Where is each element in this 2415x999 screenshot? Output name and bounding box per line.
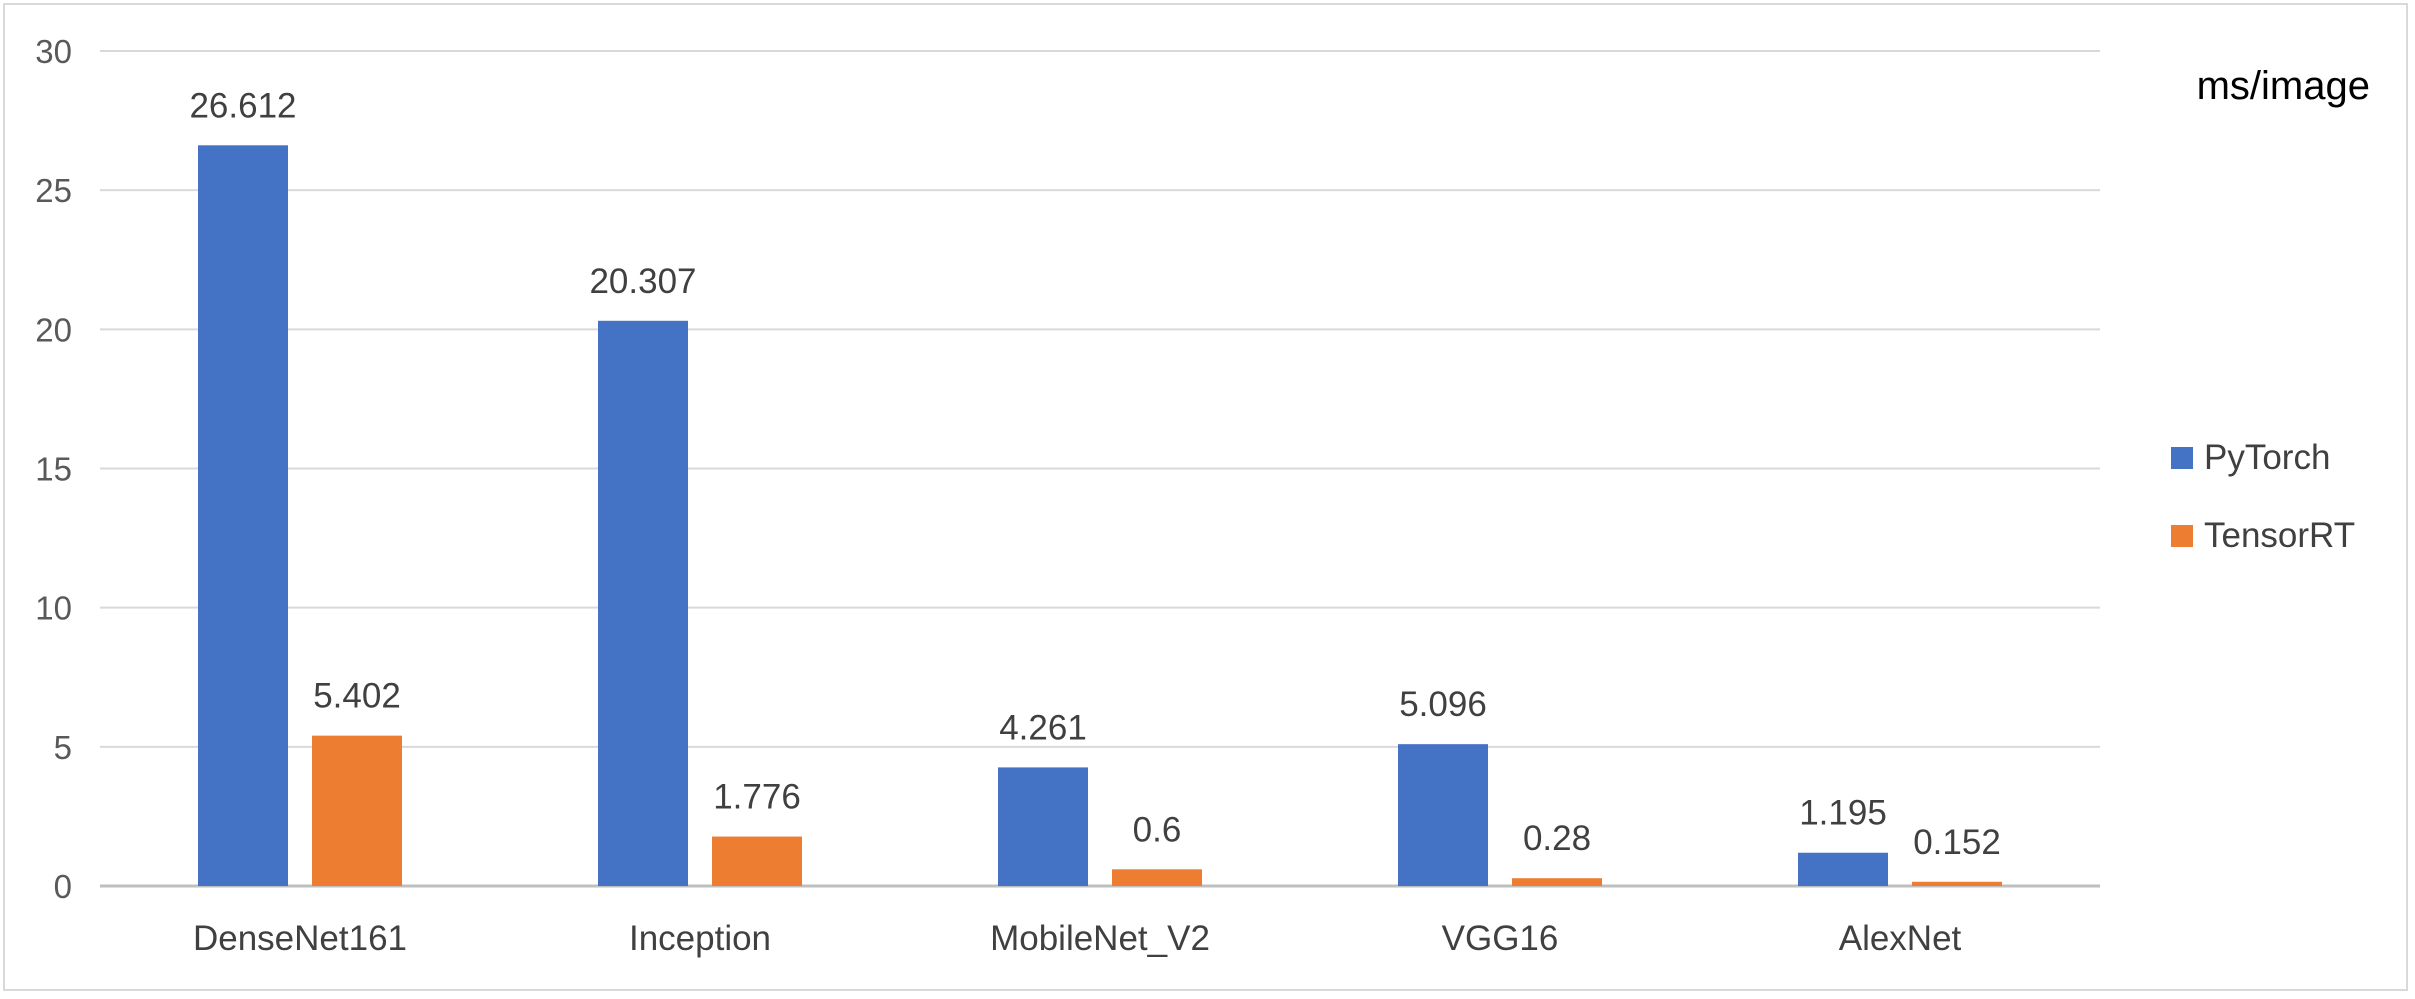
legend-swatch-pytorch [2171,447,2193,469]
y-tick-label: 0 [54,868,72,905]
gridlines [100,50,2100,888]
y-tick-label: 30 [35,33,72,70]
data-label: 1.776 [713,778,801,817]
data-label: 0.28 [1523,819,1591,858]
x-category-label: Inception [629,919,771,958]
unit-label: ms/image [2197,64,2370,108]
x-category-label: DenseNet161 [193,919,407,958]
y-tick-label: 5 [54,729,72,766]
bar-pytorch-mobilenet_v2 [998,767,1088,886]
data-label: 1.195 [1799,794,1887,833]
bar-tensorrt-densenet161 [312,735,402,886]
data-label: 26.612 [189,86,296,125]
bar-tensorrt-mobilenet_v2 [1112,869,1202,886]
x-axis-categories: DenseNet161 Inception MobileNet_V2 VGG16 Ale… [193,919,1962,958]
x-category-label: VGG16 [1442,919,1559,958]
data-labels: 26.612 5.402 20.307 1.776 4.261 0.6 5.096 0.28 1… [189,86,2000,861]
legend-swatch-tensorrt [2171,525,2193,547]
x-category-label: MobileNet_V2 [990,919,1210,958]
legend: PyTorch TensorRT [2171,438,2355,555]
data-label: 0.6 [1133,810,1182,849]
bar-pytorch-vgg16 [1398,744,1488,886]
bar-tensorrt-alexnet [1912,881,2002,886]
data-label: 4.261 [999,708,1087,747]
data-label: 20.307 [589,262,696,301]
chart-frame [3,3,2408,991]
y-tick-label: 10 [35,590,72,627]
bar-pytorch-densenet161 [198,145,288,887]
bar-tensorrt-inception [712,836,802,886]
legend-label-tensorrt: TensorRT [2204,516,2355,555]
data-label: 0.152 [1913,823,2001,862]
bar-tensorrt-vgg16 [1512,878,1602,886]
x-category-label: AlexNet [1839,919,1962,958]
data-label: 5.402 [313,677,401,716]
y-axis-ticks: 0 5 10 15 20 25 30 [35,33,72,905]
bar-pytorch-inception [598,320,688,886]
data-label: 5.096 [1399,685,1487,724]
y-tick-label: 25 [35,172,72,209]
y-tick-label: 15 [35,451,72,488]
legend-label-pytorch: PyTorch [2204,438,2330,477]
y-tick-label: 20 [35,311,72,348]
bars [198,145,2002,887]
bar-pytorch-alexnet [1798,852,1888,886]
